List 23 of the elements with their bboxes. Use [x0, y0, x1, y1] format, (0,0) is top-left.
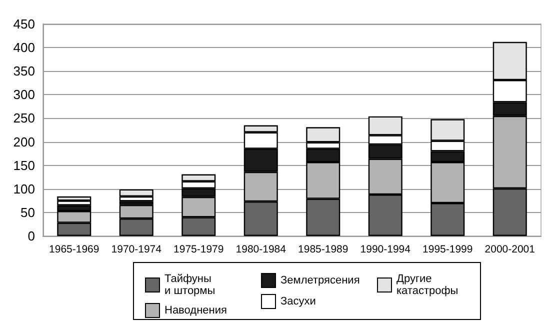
x-tick-label: 1995-1999 [422, 244, 473, 256]
y-tick-label: 400 [13, 40, 35, 56]
y-tick-label: 300 [13, 87, 35, 102]
legend-label: Тайфуны и штормы [164, 273, 216, 297]
y-tick-label: 250 [13, 110, 35, 126]
y-tick-label: 150 [13, 158, 35, 173]
x-tick-label: 1975-1979 [174, 244, 224, 256]
y-tick-label: 350 [13, 64, 35, 79]
legend-label: Другие катастрофы [396, 273, 458, 297]
y-tick-label: 200 [13, 134, 35, 150]
x-tick-label: 1965-1969 [49, 244, 100, 256]
x-tick-label: 1970-1974 [111, 244, 162, 256]
legend-label: Наводнения [164, 304, 227, 316]
legend-label: Землетрясения [280, 274, 360, 286]
x-tick-label: 1980-1984 [236, 244, 286, 256]
y-tick-label: 450 [13, 16, 35, 32]
y-tick-label: 100 [13, 181, 35, 196]
legend-label: Засухи [280, 296, 316, 308]
y-tick-label: 0 [28, 228, 35, 244]
x-tick-label: 1985-1989 [298, 244, 348, 256]
x-tick-label: 1990-1994 [360, 244, 411, 256]
y-tick-label: 50 [20, 204, 35, 220]
x-tick-label: 2000-2001 [484, 244, 536, 256]
